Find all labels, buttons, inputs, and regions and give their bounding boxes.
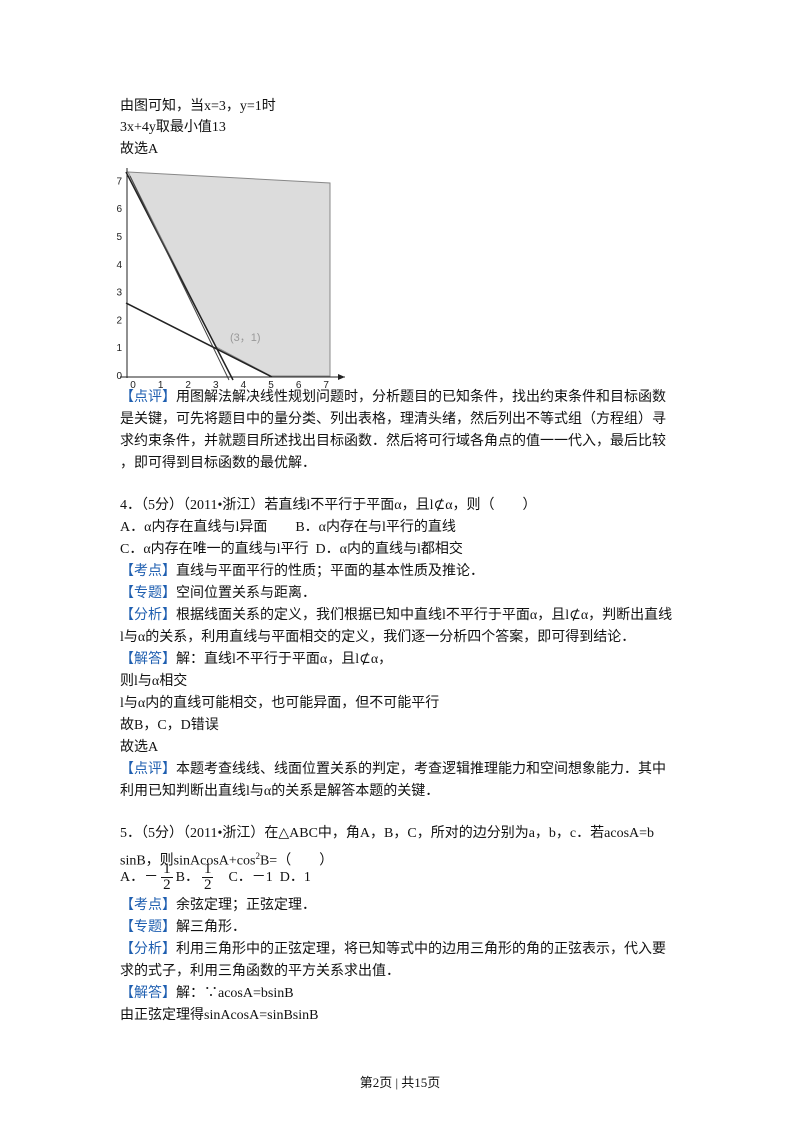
question-stem: 4．（5分）（2011•浙江）若直线l不平行于平面α，且l⊄α，则（ ） [120, 498, 537, 513]
y-tick-label: 3 [116, 288, 122, 299]
line [125, 171, 234, 381]
tag: 【考点】 [120, 898, 176, 913]
tag: 【分析】 [120, 608, 176, 623]
y-tick-label: 0 [116, 371, 122, 382]
arrow [338, 374, 345, 380]
options: C．α内存在唯一的直线与l平行 D．α内的直线与l都相交 [120, 542, 463, 557]
text-line: 求约束条件，并就题目所述找出目标函数．然后将可行域各角点的值一一代入，最后比较 [120, 434, 666, 449]
tag: 【解答】 [120, 986, 176, 1001]
text-line: 【专题】解三角形． [120, 918, 246, 938]
text-line: l与α的关系，利用直线与平面相交的定义，我们逐一分析四个答案，即可得到结论． [120, 630, 636, 645]
tag: 【考点】 [120, 564, 176, 579]
text-line: 由正弦定理得sinAcosA=sinBsinB [120, 1008, 319, 1023]
line [125, 302, 273, 378]
text-line: 则l与α相交 [120, 674, 188, 689]
tag: 【专题】 [120, 586, 176, 601]
denominator: 2 [163, 877, 171, 894]
text: 用图解法解决线性规划问题时，分析题目的已知条件，找出约束条件和目标函数 [176, 390, 666, 405]
question-stem: sinB，则sinAcosA+cos2B=（ ） [120, 846, 333, 872]
text: 解三角形． [176, 920, 246, 935]
y-tick-label: 6 [116, 204, 122, 215]
question-stem: 5．（5分）（2011•浙江）在△ABC中，角A，B，C，所对的边分别为a，b，… [120, 826, 655, 841]
text: 根据线面关系的定义，我们根据已知中直线l不平行于平面α，且l⊄α，判断出直线 [176, 608, 673, 623]
text-line: 【点评】本题考查线线、线面位置关系的判定，考查逻辑推理能力和空间想象能力．其中 [120, 760, 666, 780]
footer: 第2页 | 共15页 [359, 1075, 441, 1090]
text-line: 【考点】余弦定理；正弦定理． [120, 896, 316, 916]
text: 空间位置关系与距离． [176, 586, 316, 601]
text: 利用三角形中的正弦定理，将已知等式中的边用三角形的角的正弦表示，代入要 [176, 942, 666, 957]
text-line: 3x+4y取最小值13 [120, 120, 226, 135]
tag: 【分析】 [120, 942, 176, 957]
text: 本题考查线线、线面位置关系的判定，考查逻辑推理能力和空间想象能力．其中 [176, 762, 666, 777]
feasible-region [127, 171, 331, 377]
x-tick-label: 7 [323, 380, 329, 391]
text-line: 是关键，可先将题目中的量分类、列出表格，理清头绪，然后列出不等式组（方程组）寻 [120, 412, 666, 427]
text-line: 由图可知，当x=3，y=1时 [120, 99, 276, 114]
text-line: 故B，C，D错误 [120, 718, 219, 733]
text: 解：直线l不平行于平面α，且l⊄α， [176, 652, 393, 667]
tag: 【解答】 [120, 652, 176, 667]
numerator: 1 [161, 861, 173, 879]
text: B=（ ） [259, 853, 334, 869]
superscript: 2 [255, 851, 260, 861]
y-tick-label: 4 [116, 260, 122, 271]
x-tick-label: 3 [213, 380, 219, 391]
text: 直线与平面平行的性质；平面的基本性质及推论． [176, 564, 484, 579]
y-tick-label: 7 [116, 176, 122, 187]
text-line: 【专题】空间位置关系与距离． [120, 584, 316, 604]
text-line: 求的式子，利用三角函数的平方关系求出值． [120, 964, 400, 979]
x-tick-label: 5 [268, 380, 274, 391]
text-line: 【点评】用图解法解决线性规划问题时，分析题目的已知条件，找出约束条件和目标函数 [120, 388, 666, 408]
text-line: 【分析】根据线面关系的定义，我们根据已知中直线l不平行于平面α，且l⊄α，判断出… [120, 606, 672, 626]
point-label: (3，1) [230, 332, 261, 344]
figure: (3，1) 0 1 2 3 4 5 6 7 0 1 2 3 4 5 6 7 [116, 168, 345, 391]
text-line: 故选A [120, 142, 159, 157]
text: sinB，则sinAcosA+cos [120, 853, 256, 869]
text: A．－ [120, 870, 159, 885]
numerator: 1 [201, 861, 214, 879]
x-tick-label: 2 [185, 380, 191, 391]
text: 解：∵acosA=bsinB [176, 986, 294, 1001]
text-line: ，即可得到目标函数的最优解． [120, 456, 316, 471]
denominator: 2 [203, 877, 212, 894]
text-line: 利用已知判断出直线l与α的关系是解答本题的关键． [120, 784, 440, 799]
options: A．－ 1 2 B． 1 2 C．－1 D．1 [120, 862, 311, 894]
text: 余弦定理；正弦定理． [176, 898, 316, 913]
text: B． [175, 870, 199, 885]
tag: 【点评】 [120, 762, 176, 777]
text-line: l与α内的直线可能相交，也可能异面，但不可能平行 [120, 696, 440, 711]
text-line: 故选A [120, 740, 159, 755]
tag: 【专题】 [120, 920, 176, 935]
line [129, 175, 230, 381]
text: C．－1 D．1 [228, 870, 311, 885]
text-line: 【解答】解：∵acosA=bsinB [120, 984, 294, 1004]
y-tick-label: 2 [116, 315, 122, 326]
text-line: 【考点】直线与平面平行的性质；平面的基本性质及推论． [120, 562, 484, 582]
tag: 【点评】 [120, 390, 176, 405]
text-line: 【解答】解：直线l不平行于平面α，且l⊄α， [120, 650, 392, 670]
options: A．α内存在直线与l异面 B．α内存在与l平行的直线 [120, 520, 456, 535]
x-tick-label: 4 [241, 380, 247, 391]
x-tick-label: 0 [130, 380, 136, 391]
x-tick-label: 1 [158, 380, 164, 391]
text-line: 【分析】利用三角形中的正弦定理，将已知等式中的边用三角形的角的正弦表示，代入要 [120, 940, 666, 960]
y-tick-label: 5 [116, 232, 122, 243]
y-tick-label: 1 [116, 343, 122, 354]
x-tick-label: 6 [296, 380, 302, 391]
